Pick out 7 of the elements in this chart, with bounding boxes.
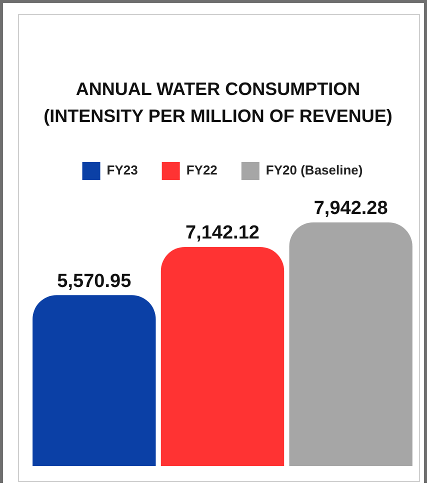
chart-title: ANNUAL WATER CONSUMPTION (INTENSITY PER MILLION OF REVENUE) xyxy=(42,78,394,128)
data-label: 5,570.95 xyxy=(57,270,132,292)
legend-label: FY23 xyxy=(106,162,138,178)
legend-label: FY22 xyxy=(186,162,218,178)
data-label: 7,142.12 xyxy=(186,222,260,244)
data-label: 7,942.28 xyxy=(314,198,388,220)
legend-label: FY20 (Baseline) xyxy=(266,162,363,178)
